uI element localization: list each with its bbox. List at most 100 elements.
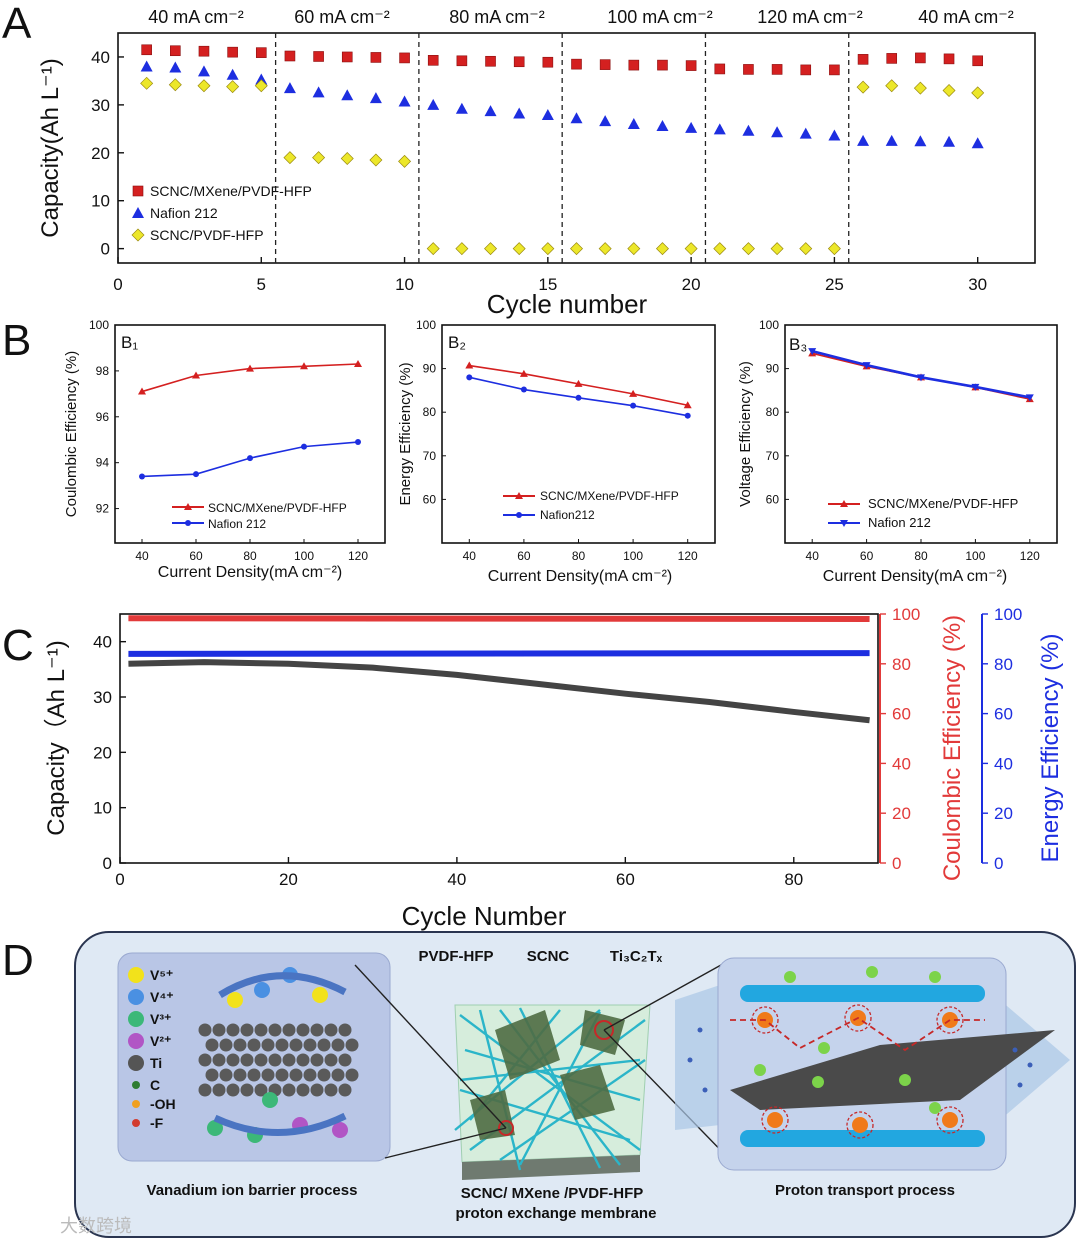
ti-atom	[310, 1083, 324, 1097]
chart-b-point	[1025, 394, 1034, 402]
chart-a-point	[312, 151, 326, 165]
chart-c-frame	[119, 613, 879, 864]
so3-group	[942, 1112, 958, 1128]
so3-group-ring	[844, 1004, 872, 1032]
chart-a-point	[197, 65, 210, 77]
chart-b-legend-marker	[185, 520, 191, 526]
chart-c-coulombic-line	[128, 615, 870, 622]
ti-atom	[219, 1068, 233, 1082]
chart-a-point	[741, 242, 755, 256]
chart-a-point	[971, 137, 984, 149]
chart-b2-xlabel: Current Density(mA cm⁻²)	[488, 568, 672, 585]
chart-a-point	[169, 61, 182, 73]
chart-a-segment-label: 80 mA cm⁻²	[449, 7, 545, 27]
pvdf-fiber	[478, 1009, 522, 1171]
chart-a-point	[713, 242, 727, 256]
chart-c-right-tick-label: 60	[994, 705, 1013, 724]
scnc-crystal	[560, 1065, 615, 1120]
chart-b-xtick-label: 100	[965, 549, 985, 563]
chart-c-ytick-label: 0	[103, 854, 112, 873]
chart-b3-legend-entry: SCNC/MXene/PVDF-HFP	[868, 496, 1018, 511]
chart-a-point	[656, 119, 669, 131]
chart-c-right-tick-label: 40	[892, 754, 911, 773]
zoom-marker	[498, 1120, 514, 1136]
chart-b-point	[300, 362, 308, 370]
ti-atom	[338, 1083, 352, 1097]
chart-b-point	[971, 383, 980, 391]
chart-a-point	[398, 95, 411, 107]
polymer-chain-bottom	[740, 1130, 985, 1147]
proton-path	[730, 1016, 985, 1052]
connector-line	[354, 964, 507, 1129]
chart-a-point	[455, 102, 468, 114]
chart-a-point	[885, 134, 898, 146]
chart-a-xtick-label: 30	[968, 275, 987, 294]
chart-c-capacity-line	[128, 659, 870, 724]
schematic-d: V⁵⁺ V⁴⁺ V³⁺ V²⁺ Ti C -OH -F Vanadium ion barrie…	[60, 931, 1076, 1238]
caption-middle-line1: SCNC/ MXene /PVDF-HFP	[461, 1185, 644, 1202]
watermark: 大数跨境	[60, 1216, 132, 1236]
chart-a-point	[197, 79, 211, 93]
chart-b-ytick-label: 100	[416, 318, 436, 332]
chart-b-ytick-label: 80	[766, 405, 780, 419]
chart-a-point	[398, 154, 412, 168]
chart-b-point	[355, 439, 361, 446]
chart-a-legend-marker	[131, 228, 145, 242]
chart-a-point	[655, 242, 669, 256]
chart-a-point	[885, 79, 899, 93]
chart-a-point	[313, 51, 324, 62]
chart-a-point	[541, 242, 555, 256]
chart-b-point	[465, 361, 474, 369]
chart-a-legend-marker	[132, 207, 144, 218]
chart-a-point	[627, 118, 640, 130]
chart-b-xtick-label: 100	[294, 549, 314, 563]
chart-a-point	[399, 52, 410, 64]
chart-b-point	[808, 348, 817, 356]
chart-c-right-tick-label: 60	[892, 705, 911, 724]
chart-b-xtick-label: 40	[135, 549, 149, 563]
chart-a-point	[943, 53, 955, 65]
legend-swatch	[132, 1100, 140, 1108]
hydroxyl-group	[929, 971, 941, 983]
chart-a-point	[255, 47, 267, 58]
caption-right: Proton transport process	[775, 1182, 955, 1199]
chart-a-point	[427, 98, 440, 110]
chart-a-point	[827, 242, 841, 256]
chart-a-ytick-label: 20	[91, 144, 110, 163]
chart-c-right-tick-label: 40	[994, 754, 1013, 773]
chart-b-xtick-label: 80	[243, 549, 257, 563]
chart-b-legend-marker	[840, 500, 848, 507]
ti-atom	[303, 1038, 317, 1052]
chart-b-point	[629, 389, 638, 397]
chart-b-ytick-label: 98	[96, 364, 110, 378]
chart-c-ytick-label: 40	[93, 633, 112, 652]
hydroxyl-group	[899, 1074, 911, 1086]
chart-b-point	[575, 394, 582, 401]
vanadium-ion	[262, 1092, 278, 1108]
chart-b-point	[519, 369, 528, 377]
chart-a-point	[684, 242, 698, 256]
chart-b3-legend-entry: Nafion 212	[868, 515, 931, 530]
chart-b-legend-marker	[516, 512, 522, 518]
chart-a-xtick-label: 20	[682, 275, 701, 294]
chart-a-segment-label: 100 mA cm⁻²	[607, 7, 713, 27]
so3-group	[942, 1012, 958, 1028]
ti-atom	[289, 1068, 303, 1082]
chart-b1-ylabel: Coulombic Efficiency (%)	[63, 351, 80, 517]
chart-b-xtick-label: 80	[572, 549, 586, 563]
chart-a-point	[255, 73, 268, 85]
ti-atom	[240, 1083, 254, 1097]
chart-a-ytick-label: 10	[91, 192, 110, 211]
label-scnc: SCNC	[527, 948, 570, 965]
chart-b3: 40 60 80 100 120 60 70 80 90 100 B₃ SCNC/MXene/PV…	[737, 318, 1058, 585]
chart-a-point	[914, 135, 927, 147]
ti-atom	[275, 1068, 289, 1082]
chart-c-ytick-label: 30	[93, 688, 112, 707]
chart-b3-subtitle: B₃	[789, 335, 807, 354]
chart-a-point	[771, 126, 784, 138]
chart-a-point	[455, 242, 469, 256]
chart-b2: 40 60 80 100 120 60 70 80 90 100 B₂ SCNC/MXene/PV…	[397, 318, 716, 585]
chart-c-xtick-label: 0	[115, 870, 124, 889]
chart-a-point	[254, 79, 268, 93]
vanadium-ion	[332, 1122, 348, 1138]
